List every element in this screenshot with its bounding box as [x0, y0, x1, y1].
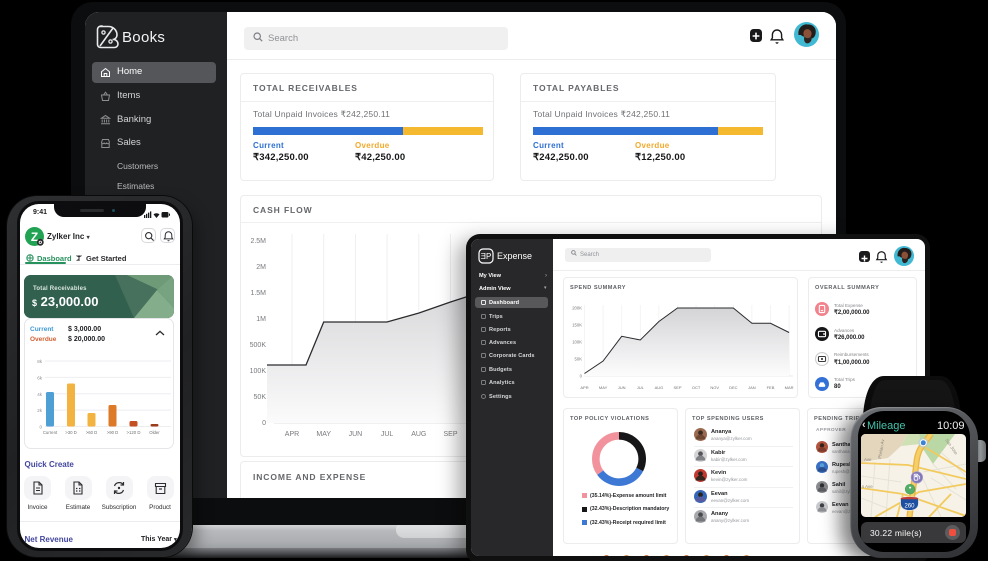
svg-text:260: 260 [904, 504, 915, 510]
svg-text:0: 0 [262, 420, 266, 427]
svg-text:1M: 1M [256, 316, 266, 323]
svg-text:0: 0 [580, 374, 583, 379]
svg-text:150K: 150K [572, 323, 582, 328]
svg-text:200K: 200K [572, 306, 582, 311]
svg-text:1.5M: 1.5M [250, 290, 266, 297]
svg-text:JUN: JUN [349, 431, 363, 438]
svg-text:JAN: JAN [748, 385, 756, 390]
svg-text:DEC: DEC [729, 385, 738, 390]
svg-text:AUG: AUG [655, 385, 664, 390]
svg-text:NOV: NOV [710, 385, 719, 390]
svg-text:APR: APR [285, 431, 299, 438]
svg-text:>90 D: >90 D [107, 430, 119, 435]
svg-text:JUL: JUL [637, 385, 645, 390]
svg-text:>30 D: >30 D [65, 430, 77, 435]
svg-text:Z: Z [30, 230, 37, 244]
svg-text:100K: 100K [250, 368, 267, 375]
svg-text:Phelan Av: Phelan Av [877, 438, 885, 459]
svg-text:s Ave: s Ave [862, 484, 873, 489]
svg-text:SEP: SEP [673, 385, 681, 390]
svg-text:100K: 100K [572, 340, 582, 345]
svg-text:JUN: JUN [618, 385, 626, 390]
svg-text:OCT: OCT [692, 385, 701, 390]
svg-text:SEP: SEP [443, 431, 457, 438]
svg-text:50K: 50K [254, 394, 267, 401]
svg-text:>60 D: >60 D [86, 430, 98, 435]
svg-text:2k: 2k [37, 408, 43, 413]
svg-text:AUG: AUG [411, 431, 426, 438]
svg-text:>120 D: >120 D [127, 430, 141, 435]
svg-text:MAR: MAR [785, 385, 794, 390]
svg-text:4k: 4k [37, 392, 43, 397]
svg-text:0: 0 [39, 425, 42, 430]
svg-text:Older: Older [149, 430, 160, 435]
svg-text:Ave: Ave [864, 457, 872, 462]
svg-text:Current: Current [43, 430, 58, 435]
svg-text:2M: 2M [256, 264, 266, 271]
svg-text:MAY: MAY [316, 431, 331, 438]
svg-text:6k: 6k [37, 375, 43, 380]
svg-text:ƎP: ƎP [481, 252, 492, 261]
svg-text:8k: 8k [37, 359, 43, 364]
svg-text:500K: 500K [250, 342, 267, 349]
svg-text:JUL: JUL [381, 431, 394, 438]
svg-text:FEB: FEB [767, 385, 775, 390]
svg-text:2.5M: 2.5M [250, 238, 266, 245]
svg-text:MAY: MAY [599, 385, 608, 390]
svg-text:APR: APR [580, 385, 588, 390]
svg-text:50K: 50K [575, 357, 583, 362]
